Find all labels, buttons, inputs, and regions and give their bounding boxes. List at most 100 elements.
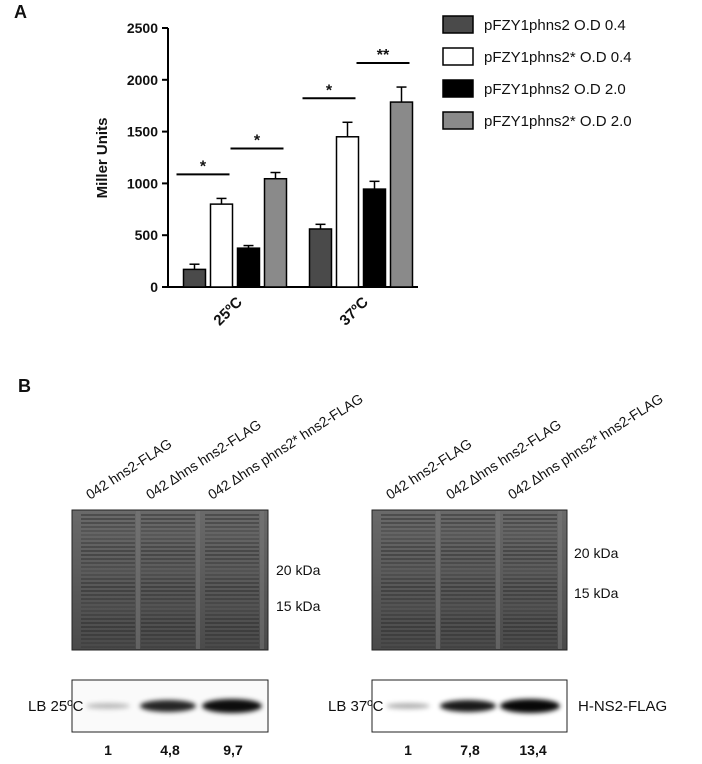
- gel-band: [81, 530, 135, 532]
- gel-band: [381, 518, 435, 520]
- gel-band: [205, 562, 259, 564]
- gel-band: [441, 562, 495, 564]
- gel-band: [81, 542, 135, 544]
- gel-band: [81, 566, 135, 568]
- gel-band: [81, 578, 135, 580]
- gel-band: [205, 594, 259, 596]
- lane-gap: [196, 511, 200, 649]
- x-tick-label: 25ºC: [210, 294, 245, 329]
- gel-band: [441, 602, 495, 604]
- quantity: 4,8: [160, 742, 180, 758]
- gel-band: [381, 554, 435, 556]
- quantity: 1: [404, 742, 412, 758]
- gel-band: [441, 538, 495, 540]
- gel-band: [381, 526, 435, 528]
- bar: [209, 203, 234, 288]
- marker-label: 20 kDa: [574, 545, 619, 561]
- gel-band: [141, 546, 195, 548]
- gel-band: [205, 530, 259, 532]
- gel-band: [141, 526, 195, 528]
- y-axis-label: Miller Units: [94, 118, 111, 199]
- gel-band: [503, 586, 557, 588]
- gel-band: [205, 550, 259, 552]
- gel-band: [81, 618, 135, 620]
- gel-band: [441, 522, 495, 524]
- gel-band: [503, 590, 557, 592]
- y-tick-label: 500: [135, 227, 159, 243]
- gel-band: [441, 630, 495, 632]
- gel-band: [441, 586, 495, 588]
- gel-band: [141, 598, 195, 600]
- gel-band: [381, 610, 435, 612]
- gel-band: [141, 530, 195, 532]
- gel-band: [141, 534, 195, 536]
- gel-band: [381, 634, 435, 636]
- gel-band: [205, 618, 259, 620]
- gel-band: [141, 558, 195, 560]
- gel-band: [81, 538, 135, 540]
- gel-band: [141, 638, 195, 640]
- gel-band: [141, 578, 195, 580]
- gel-band: [205, 626, 259, 628]
- marker-label: 15 kDa: [276, 598, 321, 614]
- gel-band: [205, 570, 259, 572]
- gel-band: [503, 602, 557, 604]
- gel-band: [503, 514, 557, 516]
- gel-band: [503, 638, 557, 640]
- gel-band: [205, 538, 259, 540]
- gel-band: [205, 534, 259, 536]
- gel-band: [205, 574, 259, 576]
- gel-band: [141, 582, 195, 584]
- gel-band: [503, 594, 557, 596]
- gel-band: [441, 634, 495, 636]
- marker-label: 15 kDa: [574, 585, 619, 601]
- gel-band: [205, 522, 259, 524]
- gel-band: [503, 546, 557, 548]
- gel-band: [381, 614, 435, 616]
- bar-chart: 0 500 1000 1500 2000 2500 25ºC 37ºC pFZY1phns2 O…: [127, 15, 632, 329]
- panel-label: B: [18, 376, 31, 396]
- gel-band: [141, 634, 195, 636]
- gel-band: [381, 558, 435, 560]
- gel-band: [205, 582, 259, 584]
- y-tick-label: 1000: [127, 175, 158, 191]
- gel-band: [81, 546, 135, 548]
- gel-band: [503, 550, 557, 552]
- gel-band: [441, 626, 495, 628]
- gel-band: [81, 586, 135, 588]
- gel-band: [503, 646, 557, 648]
- gel-band: [81, 610, 135, 612]
- gel-band: [503, 606, 557, 608]
- gel-band: [381, 522, 435, 524]
- gel-band: [503, 566, 557, 568]
- gel-band: [81, 594, 135, 596]
- y-tick-label: 1500: [127, 124, 158, 140]
- gel-band: [381, 606, 435, 608]
- gel-band: [381, 598, 435, 600]
- gel-band: [503, 542, 557, 544]
- gel-band: [441, 514, 495, 516]
- gel-band: [503, 610, 557, 612]
- condition-label: LB 37ºC: [328, 698, 384, 715]
- gel-band: [81, 590, 135, 592]
- gel-band: [381, 590, 435, 592]
- legend-swatch: [442, 111, 474, 130]
- lane-gap: [136, 511, 140, 649]
- gel-band: [441, 594, 495, 596]
- gel-band: [503, 570, 557, 572]
- gel-band: [503, 642, 557, 644]
- gel-band: [381, 602, 435, 604]
- gel-band: [503, 538, 557, 540]
- blot: [71, 679, 269, 733]
- lane-gap: [436, 511, 440, 649]
- gel-band: [141, 606, 195, 608]
- gel-band: [503, 618, 557, 620]
- gel-band: [81, 534, 135, 536]
- gel-band: [381, 570, 435, 572]
- legend-label: pFZY1phns2* O.D 2.0: [484, 113, 632, 130]
- gel-band: [381, 626, 435, 628]
- gel-band: [441, 618, 495, 620]
- gel-band: [141, 642, 195, 644]
- gel-band: [141, 622, 195, 624]
